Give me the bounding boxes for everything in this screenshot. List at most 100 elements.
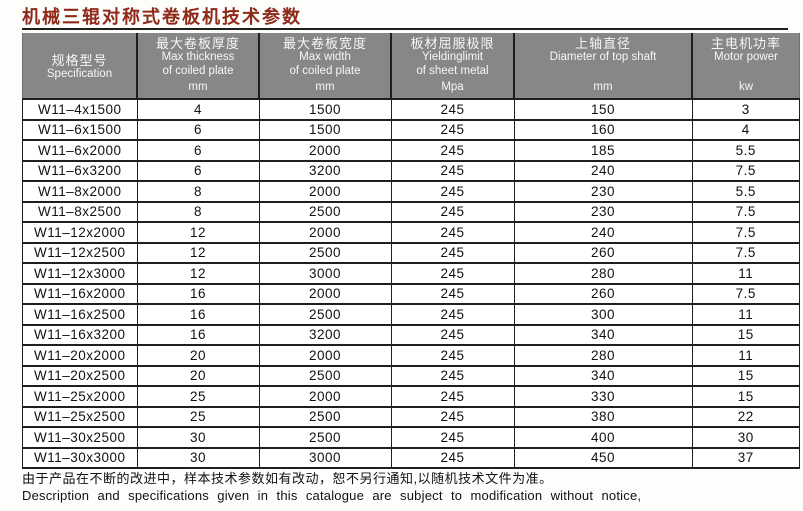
column-header: 最大卷板宽度 Max width of coiled plate mm	[258, 33, 392, 100]
top-rule	[22, 28, 788, 30]
cell: 340	[513, 364, 693, 387]
column-header-en: Yieldinglimit	[422, 51, 483, 64]
cell: 245	[390, 118, 515, 141]
page-title: 机械三辊对称式卷板机技术参数	[22, 7, 302, 27]
cell: 20	[136, 364, 260, 387]
cell: 245	[390, 200, 515, 223]
cell: 6	[136, 118, 260, 141]
table-row: W11–4x1500 4 1500 245 150 3	[22, 98, 800, 121]
cell: 2500	[258, 303, 392, 326]
table-row: W11–20x2000 20 2000 245 280 11	[22, 344, 800, 367]
table-row: W11–8x2500 8 2500 245 230 7.5	[22, 200, 800, 223]
cell: 450	[513, 446, 693, 469]
cell: 2500	[258, 426, 392, 449]
cell: 245	[390, 385, 515, 408]
column-header-zh: 主电机功率	[710, 36, 781, 51]
table-row: W11–16x2500 16 2500 245 300 11	[22, 303, 800, 326]
cell: 30	[136, 426, 260, 449]
cell: 240	[513, 221, 693, 244]
cell: 4	[691, 118, 800, 141]
cell: 245	[390, 426, 515, 449]
cell: 245	[390, 180, 515, 203]
cell: 3200	[258, 159, 392, 182]
column-header-zh: 规格型号	[51, 52, 108, 68]
cell: 7.5	[691, 241, 800, 264]
cell: 5.5	[691, 180, 800, 203]
cell: 11	[691, 344, 800, 367]
cell-specification: W11–8x2000	[22, 180, 138, 203]
cell-specification: W11–4x1500	[22, 98, 138, 121]
cell: 260	[513, 241, 693, 264]
column-header-en: of coiled plate	[289, 64, 361, 77]
cell-specification: W11–6x2000	[22, 139, 138, 162]
cell: 16	[136, 282, 260, 305]
cell: 1500	[258, 98, 392, 121]
cell: 11	[691, 303, 800, 326]
cell: 3200	[258, 323, 392, 346]
cell: 3000	[258, 262, 392, 285]
table-row: W11–30x2500 30 2500 245 400 30	[22, 426, 800, 449]
cell: 2000	[258, 282, 392, 305]
cell: 7.5	[691, 282, 800, 305]
cell: 15	[691, 323, 800, 346]
cell: 400	[513, 426, 693, 449]
column-header: 板材屈服极限 Yieldinglimit of sheet metal Mpa	[390, 33, 515, 100]
cell: 22	[691, 405, 800, 428]
cell: 2000	[258, 221, 392, 244]
cell: 3	[691, 98, 800, 121]
cell: 25	[136, 385, 260, 408]
cell: 20	[136, 344, 260, 367]
cell-specification: W11–30x3000	[22, 446, 138, 469]
table-row: W11–12x2000 12 2000 245 240 7.5	[22, 221, 800, 244]
column-header-unit: Mpa	[441, 81, 464, 94]
cell-specification: W11–12x3000	[22, 262, 138, 285]
table-row: W11–8x2000 8 2000 245 230 5.5	[22, 180, 800, 203]
cell: 230	[513, 200, 693, 223]
column-header-en: Max thickness	[161, 51, 235, 64]
table-row: W11–25x2000 25 2000 245 330 15	[22, 385, 800, 408]
cell-specification: W11–25x2500	[22, 405, 138, 428]
column-header-zh: 上轴直径	[574, 36, 631, 51]
table-row: W11–16x3200 16 3200 245 340 15	[22, 323, 800, 346]
cell: 1500	[258, 118, 392, 141]
column-header-en: Specification	[46, 67, 113, 80]
cell: 185	[513, 139, 693, 162]
cell: 30	[136, 446, 260, 469]
cell: 6	[136, 139, 260, 162]
cell: 245	[390, 303, 515, 326]
column-header-en: of sheet metal	[416, 64, 489, 77]
column-header: 规格型号 Specification	[22, 33, 138, 100]
cell: 245	[390, 364, 515, 387]
column-header-zh: 板材屈服极限	[410, 36, 495, 51]
table-row: W11–6x2000 6 2000 245 185 5.5	[22, 139, 800, 162]
cell-specification: W11–6x1500	[22, 118, 138, 141]
table-header: 规格型号 Specification 最大卷板厚度 Max thickness of c…	[22, 33, 800, 100]
cell: 7.5	[691, 159, 800, 182]
cell: 150	[513, 98, 693, 121]
column-header-unit: mm	[315, 81, 335, 94]
cell: 340	[513, 323, 693, 346]
column-header-en: Max width	[299, 51, 351, 64]
column-header-unit: kw	[738, 81, 754, 94]
cell: 245	[390, 446, 515, 469]
cell: 245	[390, 344, 515, 367]
footer-note: 由于产品在不断的改进中，样本技术参数如有改动，恕不另行通知,以随机技术文件为准。…	[22, 471, 788, 505]
table-row: W11–6x3200 6 3200 245 240 7.5	[22, 159, 800, 182]
cell: 7.5	[691, 200, 800, 223]
cell: 300	[513, 303, 693, 326]
cell: 6	[136, 159, 260, 182]
cell: 2000	[258, 385, 392, 408]
cell: 37	[691, 446, 800, 469]
cell-specification: W11–6x3200	[22, 159, 138, 182]
cell-specification: W11–20x2500	[22, 364, 138, 387]
cell: 260	[513, 282, 693, 305]
spec-table-container: 规格型号 Specification 最大卷板厚度 Max thickness of c…	[22, 28, 800, 469]
cell: 245	[390, 98, 515, 121]
cell: 2500	[258, 364, 392, 387]
column-header-unit: mm	[188, 81, 208, 94]
cell: 2500	[258, 405, 392, 428]
cell: 245	[390, 323, 515, 346]
cell: 25	[136, 405, 260, 428]
cell: 7.5	[691, 221, 800, 244]
cell: 12	[136, 262, 260, 285]
